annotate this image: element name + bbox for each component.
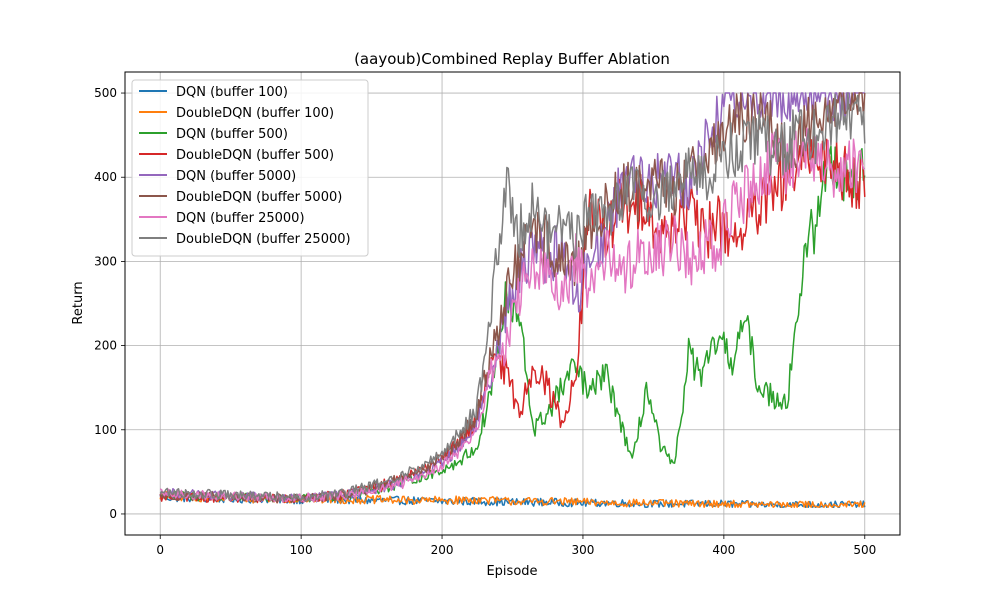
x-tick-label: 0 [156,543,164,557]
legend-label: DoubleDQN (buffer 25000) [176,232,351,247]
legend-label: DoubleDQN (buffer 5000) [176,190,342,205]
legend-label: DoubleDQN (buffer 100) [176,106,334,121]
y-tick-label: 0 [109,507,117,521]
legend-box [131,79,369,257]
series-line-5 [159,92,866,504]
x-axis-label: Episode [486,564,537,579]
y-axis-label: Return [71,281,86,324]
x-tick-label: 300 [572,543,595,557]
legend-label: DoubleDQN (buffer 500) [176,148,334,163]
y-tick-label: 200 [94,339,117,353]
series-line-6 [159,127,865,503]
x-tick-label: 400 [712,543,735,557]
legend: DQN (buffer 100) DoubleDQN (buffer 100) DQ… [131,79,369,257]
x-tick-label: 100 [290,543,313,557]
y-tick-label: 500 [94,86,117,100]
legend-label: DQN (buffer 25000) [176,211,305,226]
plot-frame [124,71,901,536]
legend-label: DQN (buffer 100) [176,85,288,100]
y-tick-label: 100 [94,423,117,437]
y-tick-label: 300 [94,254,117,268]
y-tick-label: 400 [94,170,117,184]
legend-label: DQN (buffer 5000) [176,169,296,184]
chart-title: (aayoub)Combined Replay Buffer Ablation [354,50,670,68]
x-tick-label: 200 [431,543,454,557]
series-line-7 [159,92,866,502]
legend-label: DQN (buffer 500) [176,127,288,142]
axis-ticks: 0 100 200 300 400 500 0 100 200 300 400 500 [94,86,876,557]
series-layer [159,92,866,508]
x-tick-label: 500 [853,543,876,557]
